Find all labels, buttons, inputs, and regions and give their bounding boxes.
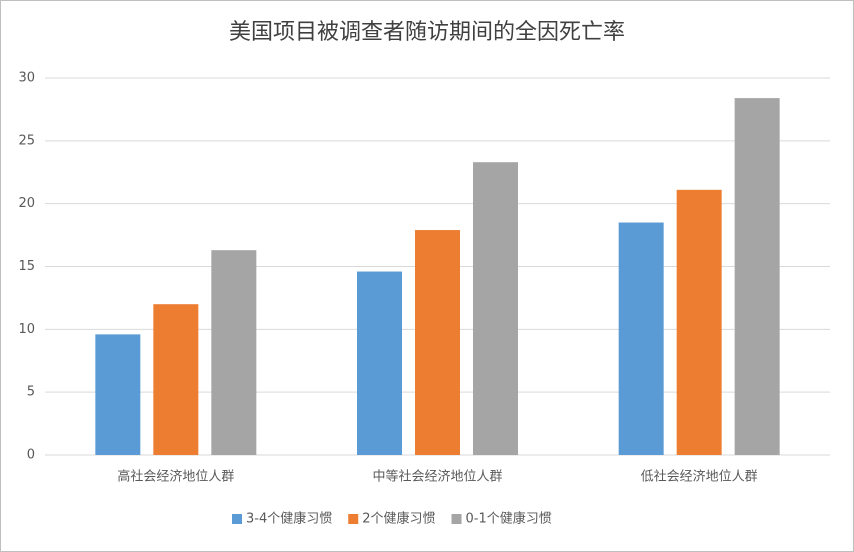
y-tick-label: 25 bbox=[18, 133, 35, 148]
bar bbox=[211, 250, 257, 455]
legend-label: 3-4个健康习惯 bbox=[246, 511, 332, 527]
y-tick-label: 15 bbox=[18, 259, 35, 274]
bar bbox=[734, 98, 780, 456]
bar bbox=[473, 162, 518, 456]
bar bbox=[357, 271, 402, 455]
legend-label: 0-1个健康习惯 bbox=[466, 511, 552, 527]
y-tick-label: 20 bbox=[18, 196, 35, 211]
x-tick-label: 中等社会经济地位人群 bbox=[372, 469, 502, 485]
y-tick-label: 0 bbox=[27, 448, 35, 463]
y-tick-label: 10 bbox=[18, 322, 35, 337]
x-tick-label: 高社会经济地位人群 bbox=[117, 469, 234, 485]
chart-title: 美国项目被调查者随访期间的全因死亡率 bbox=[229, 20, 625, 45]
bar bbox=[153, 304, 199, 455]
legend-label: 2个健康习惯 bbox=[362, 511, 435, 527]
bar bbox=[676, 189, 722, 456]
bar bbox=[618, 222, 664, 455]
y-tick-label: 5 bbox=[27, 385, 35, 400]
y-tick-label: 30 bbox=[18, 71, 35, 86]
legend-swatch bbox=[232, 514, 242, 524]
legend-swatch bbox=[451, 514, 462, 524]
x-tick-label: 低社会经济地位人群 bbox=[641, 469, 758, 485]
bar bbox=[95, 334, 141, 455]
bar bbox=[415, 230, 460, 455]
legend-swatch bbox=[348, 514, 359, 524]
